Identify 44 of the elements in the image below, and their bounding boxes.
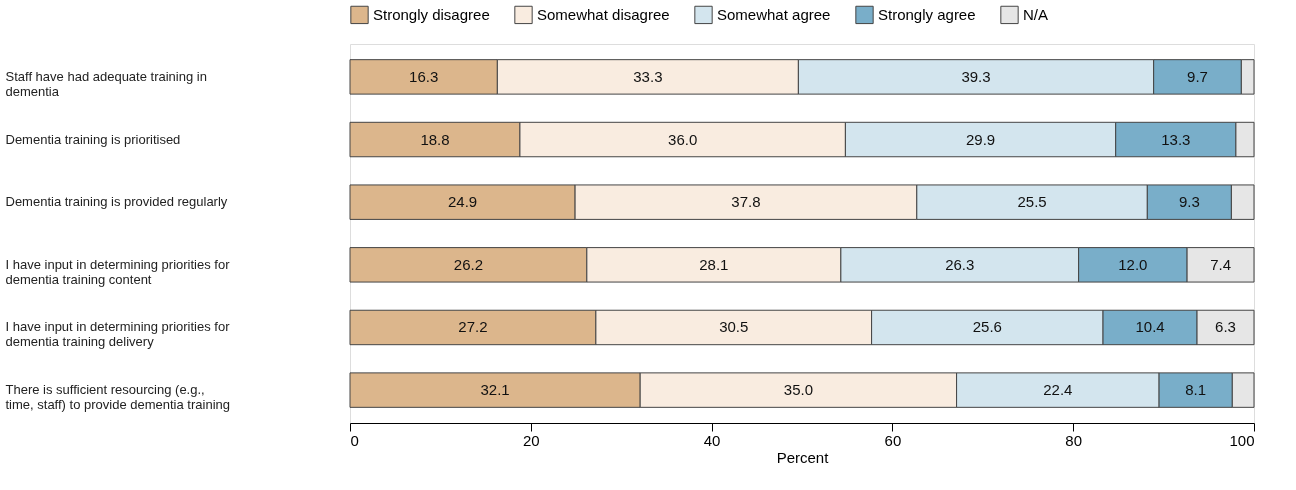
data-label: 39.3 <box>961 67 991 85</box>
legend-label: Strongly agree <box>878 5 976 23</box>
data-label: 28.1 <box>699 255 729 273</box>
data-label: 35.0 <box>783 381 813 399</box>
data-label: 12.0 <box>1118 255 1148 273</box>
x-tick-label: 0 <box>350 431 359 449</box>
legend-label: Strongly disagree <box>373 5 490 23</box>
data-label: 29.9 <box>965 130 996 148</box>
x-tick-label: 80 <box>1065 431 1083 449</box>
data-label: 26.2 <box>453 255 484 273</box>
data-label: 32.1 <box>480 381 510 399</box>
data-label: 7.4 <box>1210 255 1231 273</box>
x-tick-label: 60 <box>884 431 902 449</box>
legend-label: Somewhat agree <box>717 5 831 23</box>
data-label: 36.0 <box>668 130 698 148</box>
y-tick-label: Staff have had adequate training in dementia <box>5 68 207 99</box>
data-label: 27.2 <box>458 318 488 336</box>
data-label: 13.3 <box>1161 130 1191 148</box>
data-label: 26.3 <box>945 255 975 273</box>
y-tick-label: I have input in determining priorities for dementia training delivery <box>5 319 231 350</box>
data-label: 25.5 <box>1017 193 1047 211</box>
x-axis-title: Percent <box>776 448 830 466</box>
legend-label: Somewhat disagree <box>537 5 670 23</box>
y-tick-label: Dementia training is prioritised <box>5 131 181 147</box>
data-label: 6.3 <box>1215 318 1236 336</box>
data-label: 22.4 <box>1043 381 1073 399</box>
x-tick-label: 40 <box>703 431 721 449</box>
y-tick-label: I have input in determining priorities for dementia training content <box>5 256 231 287</box>
data-label: 9.3 <box>1178 193 1200 211</box>
legend-label: N/A <box>1023 5 1049 23</box>
y-tick-label: There is sufficient resourcing (e.g., time, staff) to provide dementia training <box>5 382 230 413</box>
data-label: 30.5 <box>719 318 749 336</box>
x-tick-label: 20 <box>522 431 540 449</box>
data-label: 37.8 <box>731 193 761 211</box>
data-label: 33.3 <box>633 67 663 85</box>
data-label: 24.9 <box>447 193 478 211</box>
data-label: 10.4 <box>1135 318 1165 336</box>
data-label: 9.7 <box>1187 67 1208 85</box>
y-tick-label: Dementia training is provided regularly <box>5 194 228 210</box>
data-label: 18.8 <box>420 130 450 148</box>
data-label: 8.1 <box>1185 381 1207 399</box>
data-label: 16.3 <box>409 67 439 85</box>
x-tick-label: 100 <box>1229 431 1255 449</box>
data-label: 25.6 <box>972 318 1002 336</box>
